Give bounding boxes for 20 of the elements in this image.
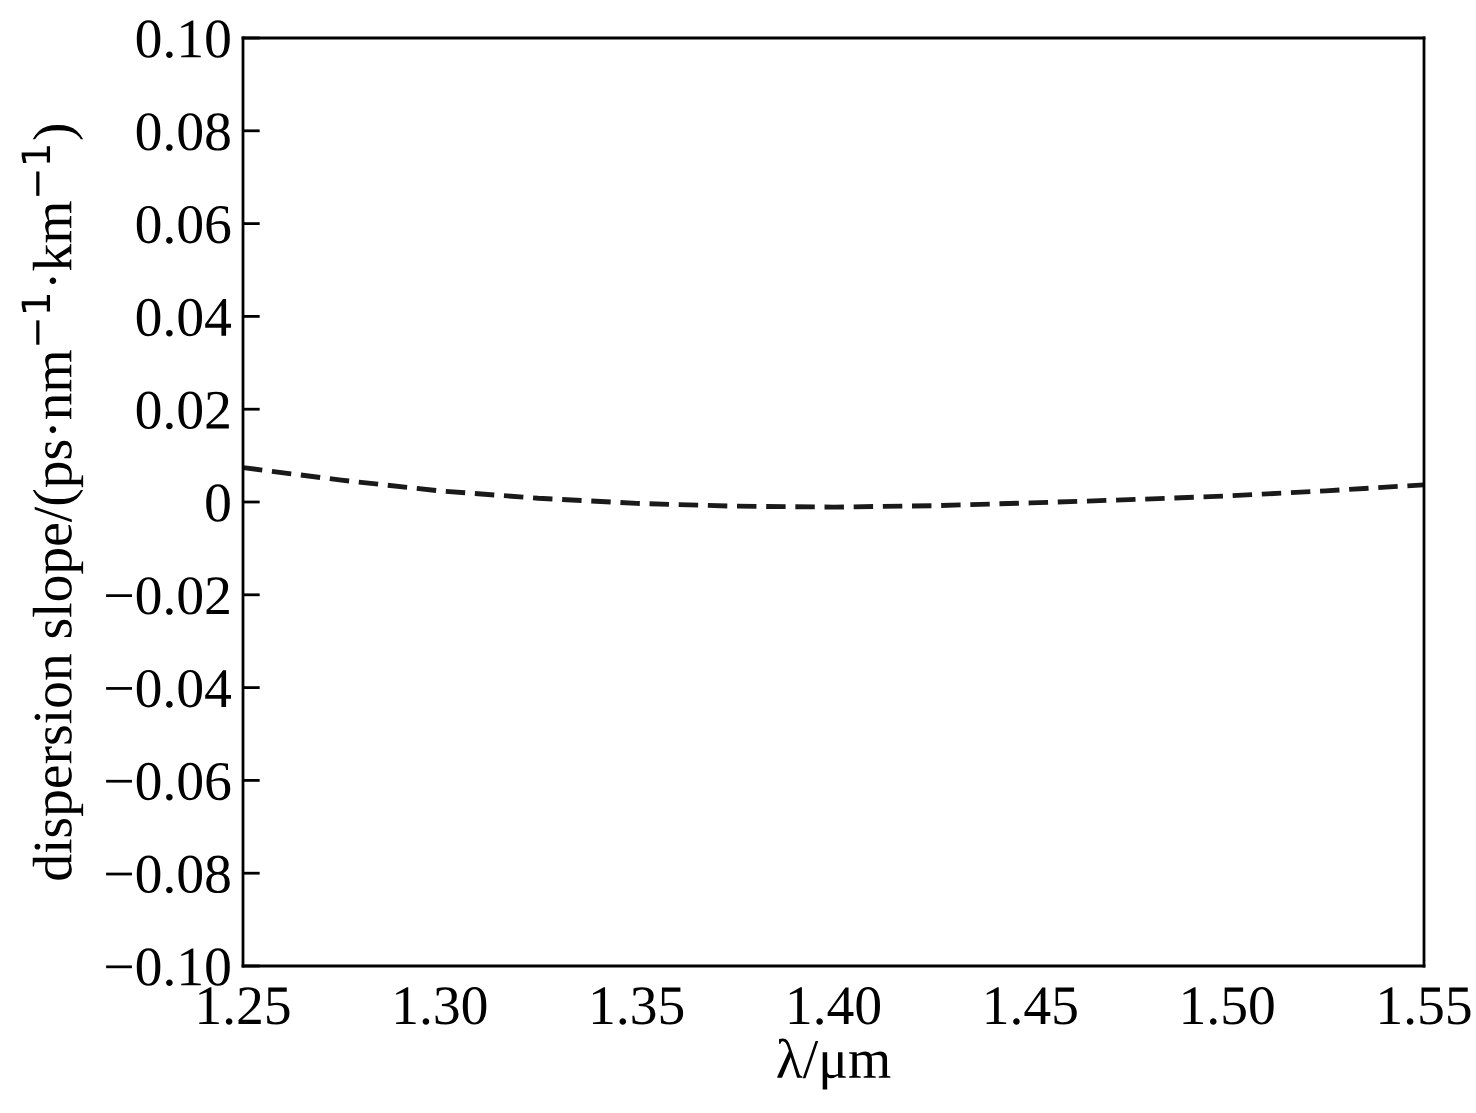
y-tick-label: −0.04 [106, 669, 232, 708]
y-tick-label: 0.04 [136, 298, 232, 337]
x-tick-label: 1.40 [789, 987, 880, 1025]
x-tick-label: 1.55 [1380, 987, 1471, 1025]
x-tick-label: 1.25 [199, 987, 290, 1025]
y-tick-label: −0.06 [106, 762, 231, 801]
x-axis-title: λ/μm [777, 1038, 891, 1090]
x-tick-label: 1.45 [986, 987, 1077, 1025]
y-tick-label: 0 [206, 484, 230, 522]
x-tick-label: 1.30 [396, 987, 487, 1025]
x-tick-label: 1.35 [592, 987, 684, 1025]
y-tick-label: −0.08 [106, 855, 230, 894]
y-tick-label: −0.02 [106, 577, 229, 615]
y-tick-label: 0.10 [136, 20, 230, 59]
y-tick-label: 0.06 [136, 205, 231, 244]
y-tick-label: −0.10 [106, 948, 230, 987]
x-tick-label: 1.50 [1183, 987, 1274, 1025]
y-tick-label: 0.08 [136, 113, 230, 151]
y-axis-title: dispersion slope/(ps·nm$^{−1}$·km$^{−1}$) [21, 125, 84, 880]
y-tick-label: 0.02 [136, 391, 229, 430]
